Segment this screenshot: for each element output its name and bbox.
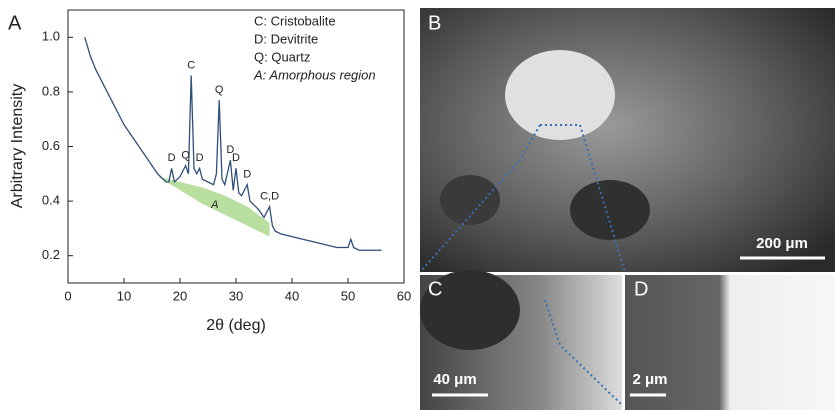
scale-label: 200 μm [756,235,808,252]
pore-wall [505,50,615,140]
peak-label: Q [181,150,190,162]
pore [570,180,650,240]
peak-label: C,D [260,190,279,202]
pore [420,270,520,350]
pore [440,175,500,225]
data-line [84,37,382,251]
legend-text: A: Amorphous region [253,67,376,82]
x-tick-label: 0 [64,288,71,303]
x-tick-label: 20 [173,288,187,303]
x-tick-label: 40 [285,288,299,303]
peak-label: D [243,169,251,181]
legend-text: C: Cristobalite [254,13,336,28]
scale-label: 40 μm [433,371,476,388]
panel-label: D [634,278,648,300]
legend-text: D: Devitrite [254,31,318,46]
y-axis-title: Arbitrary Intensity [9,84,26,208]
y-tick-label: 1.0 [42,29,60,44]
image-d [625,275,835,410]
x-tick-label: 30 [229,288,243,303]
zoom-line [540,124,626,273]
peak-label: D [232,152,240,164]
plot-frame [67,9,405,284]
peak-label: D [196,152,204,164]
region-label: A [210,199,218,211]
panel-label: C [428,278,442,300]
zoom-line [544,299,623,406]
sem-images: B 200 μm C 40 μm D 2 μm [419,8,835,410]
x-axis-title: 2θ (deg) [206,317,266,334]
panel-label: B [428,12,441,34]
y-tick-label: 0.2 [42,247,60,262]
y-tick-label: 0.8 [42,83,60,98]
y-tick-label: 0.6 [42,138,60,153]
peak-label: D [226,144,234,156]
scale-label: 2 μm [632,371,667,388]
amorphous-region [157,176,270,237]
peak-label: D [168,152,176,164]
x-tick-label: 50 [341,288,355,303]
legend-text: Q: Quartz [254,49,310,64]
zoom-line [419,124,541,273]
peak-label: Q [215,84,224,96]
panel-label: A [8,12,22,34]
peak-label: C [187,59,195,71]
y-tick-label: 0.4 [42,193,60,208]
x-tick-label: 10 [117,288,131,303]
x-tick-label: 60 [397,288,411,303]
